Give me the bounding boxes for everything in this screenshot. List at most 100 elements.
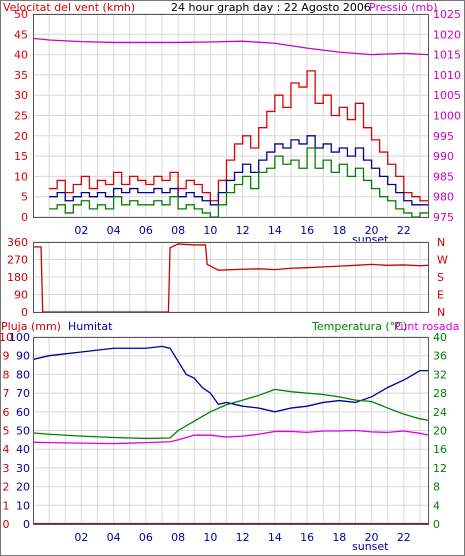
- bottom-x-tick-label: 16: [300, 531, 314, 544]
- temperature-tick-label: 4: [433, 499, 440, 512]
- wind-axis-title: Velocitat del vent (kmh): [3, 1, 135, 14]
- bottom-chart-grid: [33, 336, 428, 525]
- series-dewpoint: [32, 429, 429, 445]
- top-x-tick-label: 14: [268, 224, 282, 237]
- bottom-x-tick-label: 06: [139, 531, 153, 544]
- humidity-tick-label: 20: [16, 481, 30, 494]
- rain-tick-label: 9: [3, 350, 10, 363]
- direction-tick-label: 180: [7, 271, 28, 284]
- top-chart-series: [32, 37, 429, 218]
- middle-chart-series: [33, 243, 429, 313]
- bottom-x-tick-label: 08: [171, 531, 185, 544]
- rain-tick-label: 6: [3, 406, 10, 419]
- pressure-tick-label: 1005: [433, 89, 461, 102]
- rain-tick-label: 1: [3, 499, 10, 512]
- middle-chart-frame: [33, 242, 429, 313]
- rain-tick-label: 5: [3, 425, 10, 438]
- rain-tick-label: 2: [3, 481, 10, 494]
- top-x-tick-label: 02: [74, 224, 88, 237]
- wind-tick-label: 25: [14, 110, 28, 123]
- dewpoint-axis-title: Punt rosada: [394, 320, 459, 333]
- wind-tick-label: 0: [21, 211, 28, 224]
- middle-chart-grid: [33, 241, 428, 313]
- temperature-tick-label: 20: [433, 425, 447, 438]
- bottom-x-tick-label: 14: [268, 531, 282, 544]
- pressure-tick-label: 1020: [433, 28, 461, 41]
- top-x-tick-label: 12: [236, 224, 250, 237]
- humidity-tick-label: 50: [16, 425, 30, 438]
- bottom-x-tick-label: 20: [365, 531, 379, 544]
- bottom-chart-frame: [33, 337, 429, 525]
- bottom-x-tick-label: 12: [236, 531, 250, 544]
- pressure-tick-label: 1010: [433, 69, 461, 82]
- top-x-tick-label: 20: [365, 224, 379, 237]
- compass-label: S: [437, 271, 444, 284]
- direction-tick-label: 90: [14, 289, 28, 302]
- pressure-tick-label: 995: [433, 130, 454, 143]
- pressure-tick-label: 980: [433, 191, 454, 204]
- series-wind_avg: [49, 135, 428, 206]
- wind-tick-label: 20: [14, 130, 28, 143]
- temperature-tick-label: 36: [433, 350, 447, 363]
- top-x-tick-label: 06: [139, 224, 153, 237]
- humidity-tick-label: 100: [9, 331, 30, 344]
- bottom-x-tick-label: 18: [332, 531, 346, 544]
- wind-tick-label: 15: [14, 150, 28, 163]
- humidity-tick-label: 0: [23, 518, 30, 531]
- bottom-chart-series: [32, 345, 429, 525]
- humidity-tick-label: 40: [16, 443, 30, 456]
- temperature-tick-label: 0: [433, 518, 440, 531]
- rain-tick-label: 8: [3, 368, 10, 381]
- series-wind_direction: [33, 243, 429, 313]
- temperature-axis-title: Temperatura (°C): [311, 320, 407, 333]
- bottom-x-tick-label: 04: [107, 531, 121, 544]
- top-chart-frame: [33, 14, 429, 218]
- compass-label: E: [437, 289, 444, 302]
- direction-tick-label: 0: [21, 306, 28, 319]
- series-pressure: [32, 37, 429, 56]
- series-temperature: [32, 388, 429, 440]
- top-chart-grid: [33, 13, 428, 218]
- bottom-x-tick-label: 22: [397, 531, 411, 544]
- humidity-tick-label: 80: [16, 368, 30, 381]
- direction-tick-label: 270: [7, 254, 28, 267]
- bottom-x-tick-label: 10: [203, 531, 217, 544]
- humidity-tick-label: 60: [16, 406, 30, 419]
- temperature-tick-label: 28: [433, 387, 447, 400]
- direction-tick-label: 360: [7, 236, 28, 249]
- sunset-label-bottom: sunset: [352, 540, 389, 553]
- pressure-tick-label: 975: [433, 211, 454, 224]
- pressure-tick-label: 990: [433, 150, 454, 163]
- pressure-tick-label: 985: [433, 170, 454, 183]
- top-x-tick-label: 22: [397, 224, 411, 237]
- bottom-chart-tick-labels: 0123456789100102030405060708090100048121…: [0, 331, 447, 544]
- wind-tick-label: 35: [14, 69, 28, 82]
- top-x-tick-label: 16: [300, 224, 314, 237]
- temperature-tick-label: 8: [433, 481, 440, 494]
- humidity-tick-label: 10: [16, 499, 30, 512]
- humidity-axis-title: Humitat: [68, 320, 113, 333]
- pressure-axis-title: Pressió (mb): [369, 1, 438, 14]
- compass-label: W: [437, 254, 448, 267]
- top-x-tick-label: 08: [171, 224, 185, 237]
- compass-label: N: [437, 306, 445, 319]
- humidity-tick-label: 30: [16, 462, 30, 475]
- pressure-tick-label: 1025: [433, 8, 461, 21]
- rain-tick-label: 0: [3, 518, 10, 531]
- rain-tick-label: 7: [3, 387, 10, 400]
- series-humidity: [32, 345, 428, 413]
- top-x-tick-label: 10: [203, 224, 217, 237]
- rain-tick-label: 4: [3, 443, 10, 456]
- rain-tick-label: 10: [0, 331, 13, 344]
- temperature-tick-label: 24: [433, 406, 447, 419]
- pressure-tick-label: 1000: [433, 110, 461, 123]
- humidity-tick-label: 70: [16, 387, 30, 400]
- temperature-tick-label: 40: [433, 331, 447, 344]
- top-x-tick-label: 04: [107, 224, 121, 237]
- pressure-tick-label: 1015: [433, 49, 461, 62]
- temperature-tick-label: 32: [433, 368, 447, 381]
- temperature-tick-label: 16: [433, 443, 447, 456]
- humidity-tick-label: 90: [16, 350, 30, 363]
